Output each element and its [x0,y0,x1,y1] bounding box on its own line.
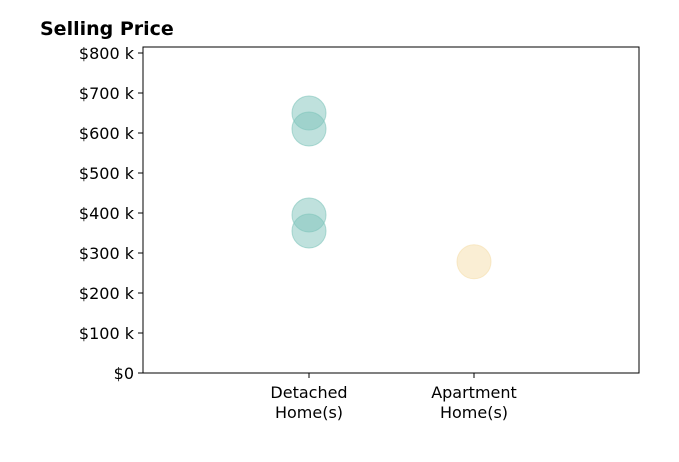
y-tick-label: $0 [114,364,134,383]
y-tick-label: $800 k [79,44,135,63]
chart-title: Selling Price [40,18,174,40]
y-tick-label: $200 k [79,284,135,303]
plot-area-frame [142,46,640,374]
x-tick-label: Apartment Home(s) [431,383,517,422]
y-tick-label: $100 k [79,324,135,343]
y-tick-label: $400 k [79,204,135,223]
y-tick-label: $500 k [79,164,135,183]
data-points [291,95,492,280]
data-point [291,111,327,147]
y-tick-label: $600 k [79,124,135,143]
x-axis: Detached Home(s) Apartment Home(s) [270,373,517,422]
y-tick-label: $700 k [79,84,135,103]
y-tick-label: $300 k [79,244,135,263]
y-axis: $0 $100 k $200 k $300 k $400 k $500 k $600 k $7… [79,44,143,383]
data-point [291,213,327,249]
data-point [456,244,492,280]
x-tick-label: Detached Home(s) [270,383,347,422]
